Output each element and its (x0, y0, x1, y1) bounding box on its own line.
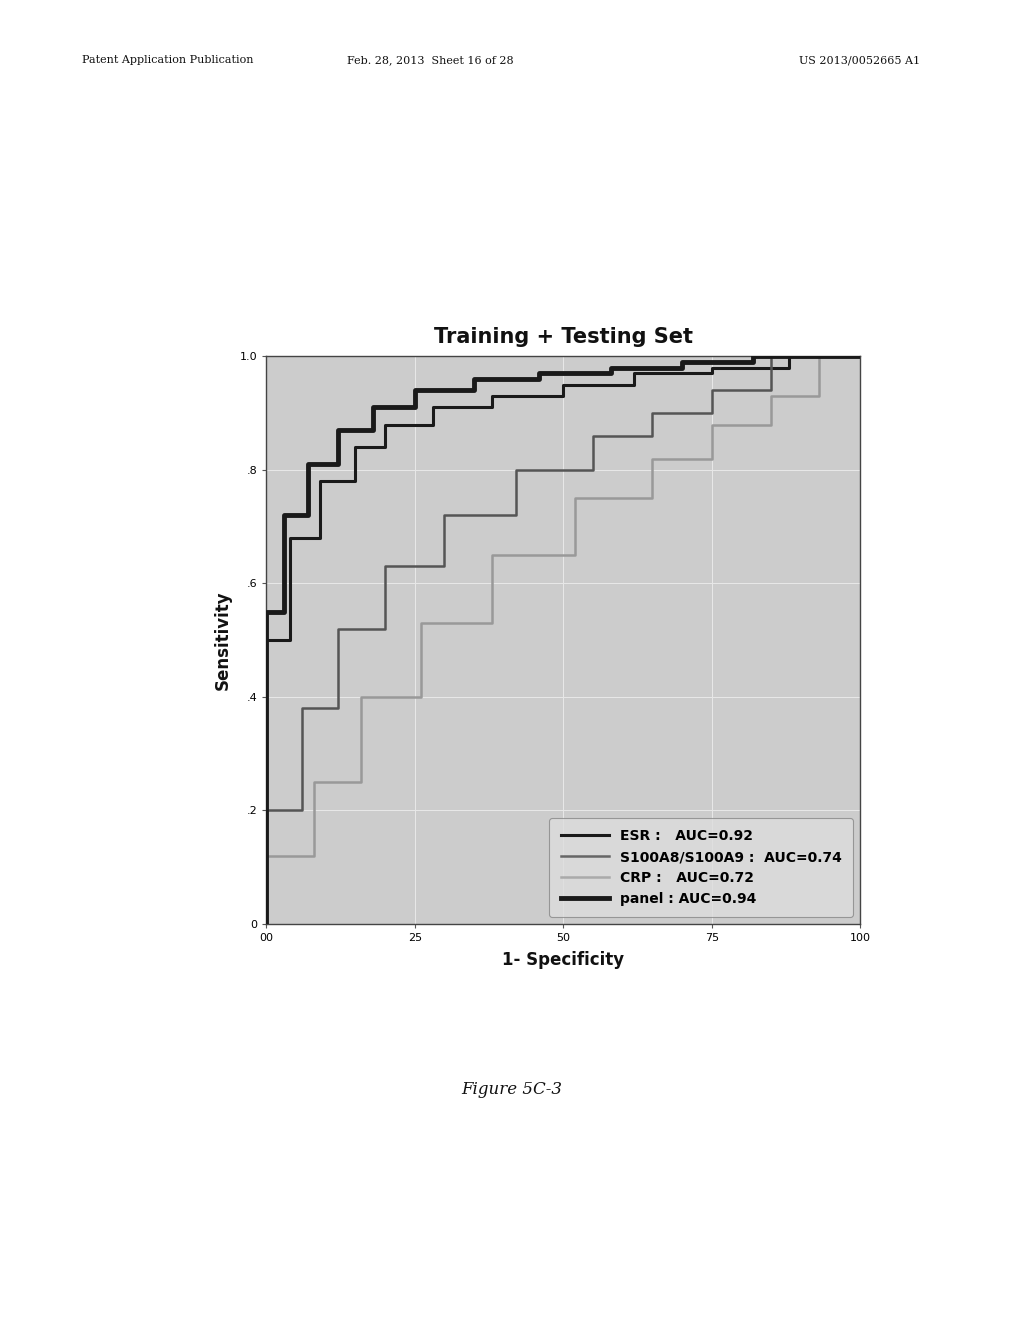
Text: Figure 5C-3: Figure 5C-3 (462, 1081, 562, 1097)
Text: Feb. 28, 2013  Sheet 16 of 28: Feb. 28, 2013 Sheet 16 of 28 (347, 55, 513, 66)
Text: US 2013/0052665 A1: US 2013/0052665 A1 (799, 55, 920, 66)
Text: Patent Application Publication: Patent Application Publication (82, 55, 253, 66)
Title: Training + Testing Set: Training + Testing Set (434, 326, 692, 347)
Y-axis label: Sensitivity: Sensitivity (213, 590, 231, 690)
Legend: ESR :   AUC=0.92, S100A8/S100A9 :  AUC=0.74, CRP :   AUC=0.72, panel : AUC=0.94: ESR : AUC=0.92, S100A8/S100A9 : AUC=0.74… (550, 818, 853, 917)
X-axis label: 1- Specificity: 1- Specificity (502, 952, 625, 969)
